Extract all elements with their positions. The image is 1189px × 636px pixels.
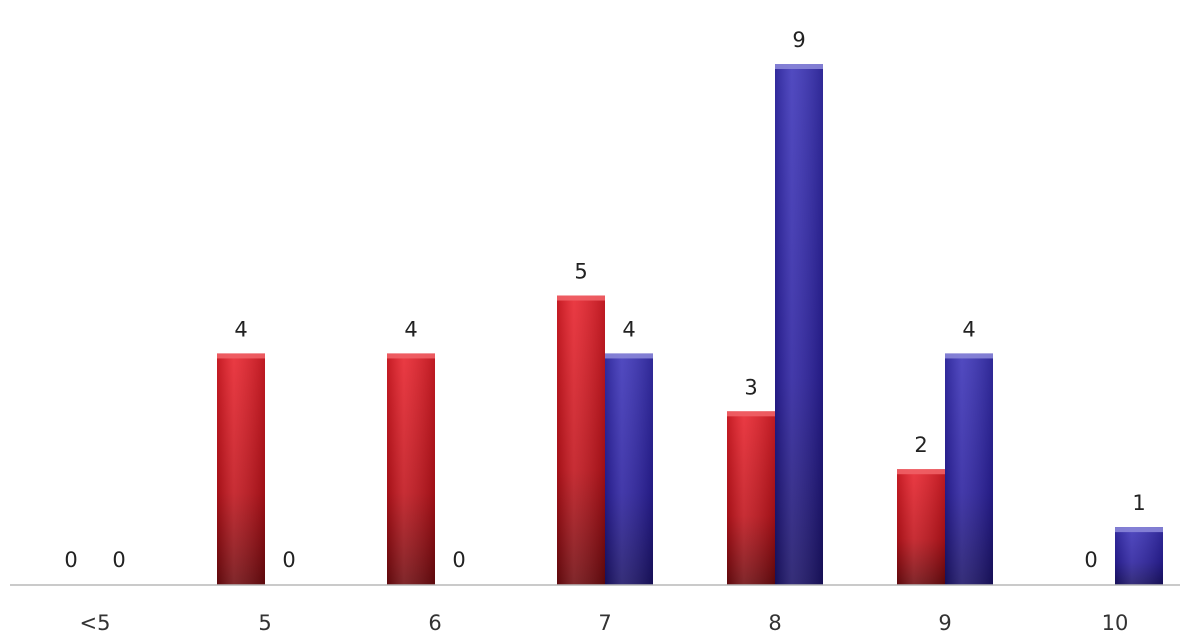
- x-tick-label-0: <5: [80, 611, 111, 635]
- data-label-series-1-4: 3: [744, 375, 757, 399]
- data-labels-layer: 0 0 4 0 4 0 5 4 3 9 2 4 0 1: [64, 28, 1145, 572]
- x-tick-label-1: 5: [258, 611, 271, 635]
- bars-layer: [217, 64, 1163, 585]
- bar-shine-1-3: [557, 295, 605, 585]
- data-label-series-1-1: 4: [234, 317, 247, 341]
- bar-cap-2-3: [605, 353, 653, 359]
- bar-shine-2-4: [775, 64, 823, 585]
- bar-cap-1-1: [217, 353, 265, 359]
- data-label-series-1-6: 0: [1084, 548, 1097, 572]
- data-label-series-2-3: 4: [622, 317, 635, 341]
- data-label-series-2-6: 1: [1132, 491, 1145, 515]
- bar-shine-2-3: [605, 353, 653, 585]
- x-tick-labels-layer: <5 5 6 7 8 9 10: [80, 611, 1129, 635]
- data-label-series-2-0: 0: [112, 548, 125, 572]
- data-label-series-2-5: 4: [962, 317, 975, 341]
- x-tick-label-2: 6: [428, 611, 441, 635]
- bar-shine-1-1: [217, 353, 265, 585]
- bar-cap-2-5: [945, 353, 993, 359]
- x-tick-label-5: 9: [938, 611, 951, 635]
- x-tick-label-6: 10: [1102, 611, 1129, 635]
- bar-shine-1-4: [727, 411, 775, 585]
- data-label-series-2-4: 9: [792, 28, 805, 52]
- bar-shine-1-5: [897, 469, 945, 585]
- data-label-series-2-1: 0: [282, 548, 295, 572]
- data-label-series-1-5: 2: [914, 433, 927, 457]
- x-tick-label-3: 7: [598, 611, 611, 635]
- bar-cap-2-4: [775, 64, 823, 69]
- bar-shine-2-6: [1115, 527, 1163, 585]
- bar-cap-1-4: [727, 411, 775, 417]
- bar-shine-1-2: [387, 353, 435, 585]
- data-label-series-2-2: 0: [452, 548, 465, 572]
- bar-cap-1-2: [387, 353, 435, 359]
- x-tick-label-4: 8: [768, 611, 781, 635]
- bar-cap-2-6: [1115, 527, 1163, 533]
- bar-cap-1-5: [897, 469, 945, 475]
- bar-cap-1-3: [557, 295, 605, 301]
- data-label-series-1-2: 4: [404, 317, 417, 341]
- data-label-series-1-3: 5: [574, 260, 587, 284]
- bar-shine-2-5: [945, 353, 993, 585]
- data-label-series-1-0: 0: [64, 548, 77, 572]
